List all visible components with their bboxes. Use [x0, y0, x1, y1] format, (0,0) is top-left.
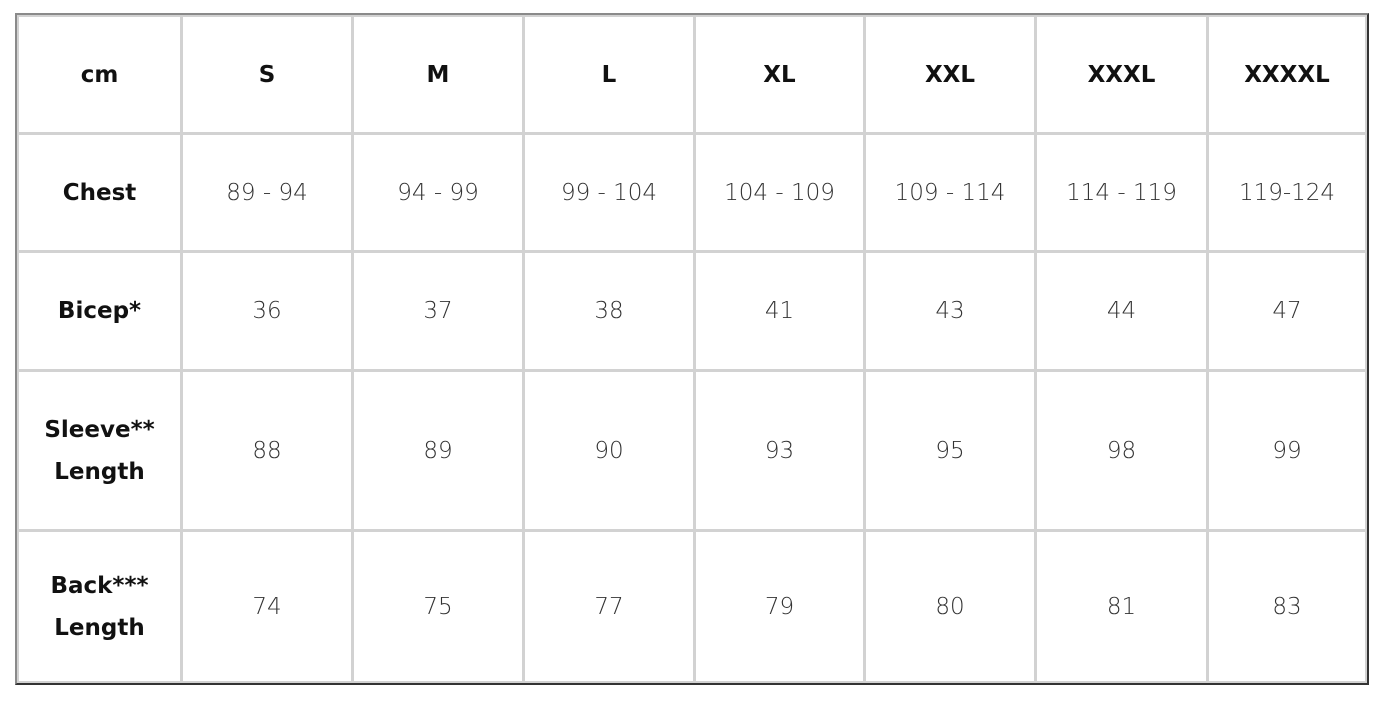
table-cell: 36: [183, 253, 351, 369]
table-cell: 74: [183, 532, 351, 681]
size-header: S: [183, 17, 351, 132]
table-cell: 41: [696, 253, 863, 369]
table-cell: 93: [696, 372, 863, 529]
table-cell: 95: [866, 372, 1034, 529]
table-cell: 37: [354, 253, 522, 369]
table-cell: 98: [1037, 372, 1206, 529]
size-chart-table: cm S M L XL XXL XXXL XXXXL Chest 89 - 94 94 - 99 99…: [15, 13, 1369, 685]
table-cell: 77: [525, 532, 693, 681]
size-header: XXL: [866, 17, 1034, 132]
size-header: XXXL: [1037, 17, 1206, 132]
row-label: Back*** Length: [19, 532, 180, 681]
table-cell: 88: [183, 372, 351, 529]
table-cell: 119-124: [1209, 135, 1365, 250]
table-cell: 83: [1209, 532, 1365, 681]
size-header: M: [354, 17, 522, 132]
table-cell: 43: [866, 253, 1034, 369]
row-label: Chest: [19, 135, 180, 250]
row-label: Bicep*: [19, 253, 180, 369]
unit-header: cm: [19, 17, 180, 132]
table-cell: 104 - 109: [696, 135, 863, 250]
table-cell: 89 - 94: [183, 135, 351, 250]
table-cell: 75: [354, 532, 522, 681]
size-header: XXXXL: [1209, 17, 1365, 132]
table-cell: 79: [696, 532, 863, 681]
table-cell: 114 - 119: [1037, 135, 1206, 250]
row-label: Sleeve** Length: [19, 372, 180, 529]
table-cell: 90: [525, 372, 693, 529]
table-cell: 80: [866, 532, 1034, 681]
table-cell: 109 - 114: [866, 135, 1034, 250]
table-cell: 94 - 99: [354, 135, 522, 250]
table-cell: 38: [525, 253, 693, 369]
table-cell: 89: [354, 372, 522, 529]
table-cell: 99 - 104: [525, 135, 693, 250]
table-cell: 81: [1037, 532, 1206, 681]
size-header: XL: [696, 17, 863, 132]
table-cell: 44: [1037, 253, 1206, 369]
table-cell: 47: [1209, 253, 1365, 369]
table-cell: 99: [1209, 372, 1365, 529]
size-header: L: [525, 17, 693, 132]
